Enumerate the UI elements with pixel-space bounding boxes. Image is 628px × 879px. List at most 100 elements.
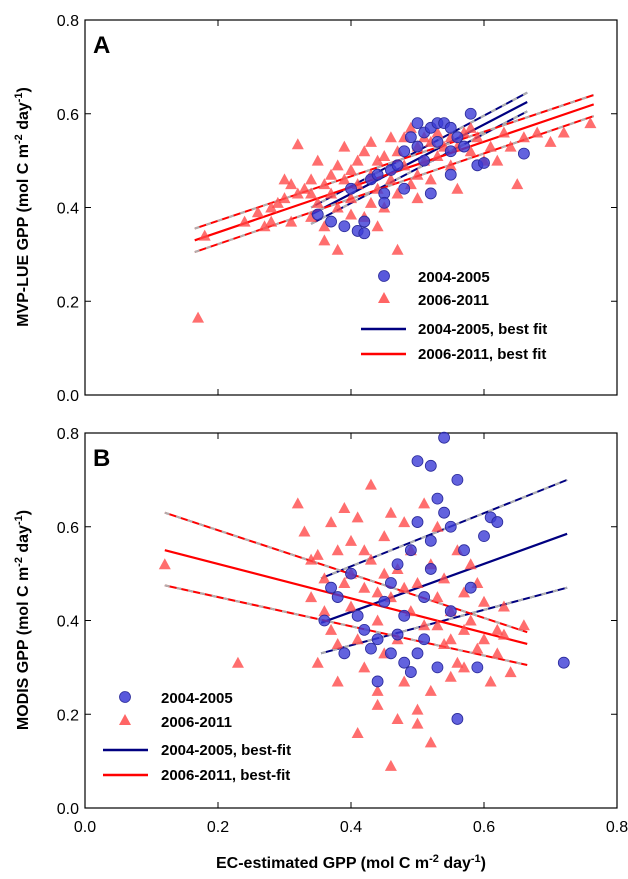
point-2004-2005 bbox=[365, 642, 377, 655]
point-2006-2011 bbox=[451, 182, 464, 194]
point-2004-2005 bbox=[384, 577, 397, 589]
point-2004-2005 bbox=[557, 656, 570, 669]
point-2006-2011 bbox=[351, 511, 364, 523]
point-2006-2011 bbox=[278, 173, 291, 185]
point-2006-2011 bbox=[311, 154, 324, 166]
point-2006-2011 bbox=[325, 168, 338, 180]
point-2006-2011 bbox=[531, 126, 544, 138]
point-2004-2005 bbox=[444, 121, 457, 134]
point-2006-2011 bbox=[411, 192, 424, 204]
point-2006-2011 bbox=[285, 178, 298, 190]
point-2006-2011 bbox=[418, 497, 431, 509]
point-2006-2011 bbox=[431, 619, 444, 631]
point-2006-2011 bbox=[291, 138, 304, 150]
point-2006-2011 bbox=[391, 243, 404, 255]
point-2006-2011 bbox=[338, 140, 351, 152]
point-2006-2011 bbox=[504, 666, 517, 678]
point-2006-2011 bbox=[491, 647, 504, 659]
point-2006-2011 bbox=[318, 572, 331, 584]
point-2004-2005 bbox=[451, 473, 464, 486]
point-2004-2005 bbox=[438, 506, 451, 519]
point-2006-2011 bbox=[464, 614, 477, 626]
point-2006-2011 bbox=[351, 727, 364, 738]
point-2006-2011 bbox=[511, 178, 524, 190]
point-2006-2011 bbox=[345, 192, 357, 204]
point-2006-2011 bbox=[305, 591, 318, 603]
point-2006-2011 bbox=[444, 633, 457, 645]
point-2004-2005 bbox=[371, 168, 384, 181]
point-2004-2005 bbox=[444, 145, 457, 158]
point-2006-2011 bbox=[278, 192, 291, 204]
point-2004-2005 bbox=[404, 666, 417, 678]
point-2006-2011 bbox=[305, 173, 318, 185]
point-2006-2011 bbox=[371, 586, 384, 598]
point-2006-2011 bbox=[484, 140, 497, 152]
point-2006-2011 bbox=[418, 619, 431, 631]
point-2004-2005 bbox=[478, 530, 490, 543]
point-2006-2011 bbox=[424, 736, 437, 748]
fit-ci-dash bbox=[164, 584, 528, 667]
point-2006-2011 bbox=[311, 656, 324, 668]
point-2006-2011 bbox=[358, 544, 371, 556]
point-2004-2005 bbox=[464, 107, 477, 120]
point-2006-2011 bbox=[238, 215, 251, 227]
fit-ci-dash bbox=[320, 478, 568, 580]
point-2006-2011 bbox=[345, 600, 357, 612]
point-2006-2011 bbox=[371, 684, 384, 696]
point-2006-2011 bbox=[318, 178, 331, 190]
point-2004-2005 bbox=[444, 605, 457, 618]
point-2006-2011 bbox=[404, 121, 417, 133]
point-2004-2005 bbox=[358, 215, 371, 228]
point-2004-2005 bbox=[438, 431, 451, 444]
point-2004-2005 bbox=[358, 227, 371, 240]
panel-b-x-axis-title: EC-estimated GPP (mol C m-2 day-1) bbox=[216, 853, 486, 872]
point-2006-2011 bbox=[464, 145, 477, 157]
point-2004-2005 bbox=[325, 215, 337, 228]
legend-a-label-fit-2006-2011: 2006-2011, best fit bbox=[418, 346, 546, 363]
point-2006-2011 bbox=[331, 675, 344, 687]
point-2006-2011 bbox=[478, 595, 490, 607]
point-2006-2011 bbox=[325, 623, 338, 635]
x-tick-label: 0.0 bbox=[74, 819, 96, 836]
point-2004-2005 bbox=[411, 140, 424, 153]
point-2006-2011 bbox=[384, 131, 397, 143]
panel-b-legend: 2004-2005 2006-2011 2004-2005, best-fit … bbox=[103, 690, 291, 784]
point-2004-2005 bbox=[431, 492, 444, 505]
point-2006-2011 bbox=[458, 661, 471, 673]
point-2006-2011 bbox=[298, 182, 311, 194]
point-2004-2005 bbox=[378, 595, 391, 608]
point-2006-2011 bbox=[291, 497, 304, 509]
point-2004-2005 bbox=[458, 544, 470, 557]
point-2004-2005 bbox=[431, 135, 444, 148]
point-2006-2011 bbox=[504, 140, 517, 152]
point-2004-2005 bbox=[345, 182, 357, 195]
point-2006-2011 bbox=[371, 154, 384, 166]
point-2006-2011 bbox=[444, 670, 457, 682]
point-2004-2005 bbox=[451, 713, 464, 725]
point-2004-2005 bbox=[378, 196, 391, 209]
point-2004-2005 bbox=[478, 157, 490, 169]
point-2004-2005 bbox=[398, 656, 411, 669]
point-2006-2011 bbox=[557, 126, 570, 138]
fit-ci-dash bbox=[310, 110, 528, 225]
y-tick-label: 0.0 bbox=[57, 388, 79, 405]
fit-line bbox=[164, 549, 528, 646]
legend-b-label-2006-2011: 2006-2011 bbox=[161, 714, 232, 731]
point-2006-2011 bbox=[338, 502, 351, 513]
point-2006-2011 bbox=[318, 220, 331, 232]
point-2006-2011 bbox=[378, 149, 391, 161]
point-2006-2011 bbox=[411, 168, 424, 180]
point-2006-2011 bbox=[345, 208, 357, 220]
x-tick-label: 0.6 bbox=[473, 819, 495, 836]
point-2004-2005 bbox=[471, 661, 484, 674]
point-2006-2011 bbox=[265, 201, 278, 213]
point-2006-2011 bbox=[364, 196, 377, 208]
point-2004-2005 bbox=[398, 145, 411, 158]
legend-b-marker-2006-2011 bbox=[119, 714, 131, 725]
y-tick-label: 0.6 bbox=[57, 107, 79, 124]
point-2006-2011 bbox=[338, 577, 351, 588]
point-2006-2011 bbox=[497, 600, 510, 612]
point-2006-2011 bbox=[285, 215, 298, 227]
point-2006-2011 bbox=[458, 586, 471, 598]
